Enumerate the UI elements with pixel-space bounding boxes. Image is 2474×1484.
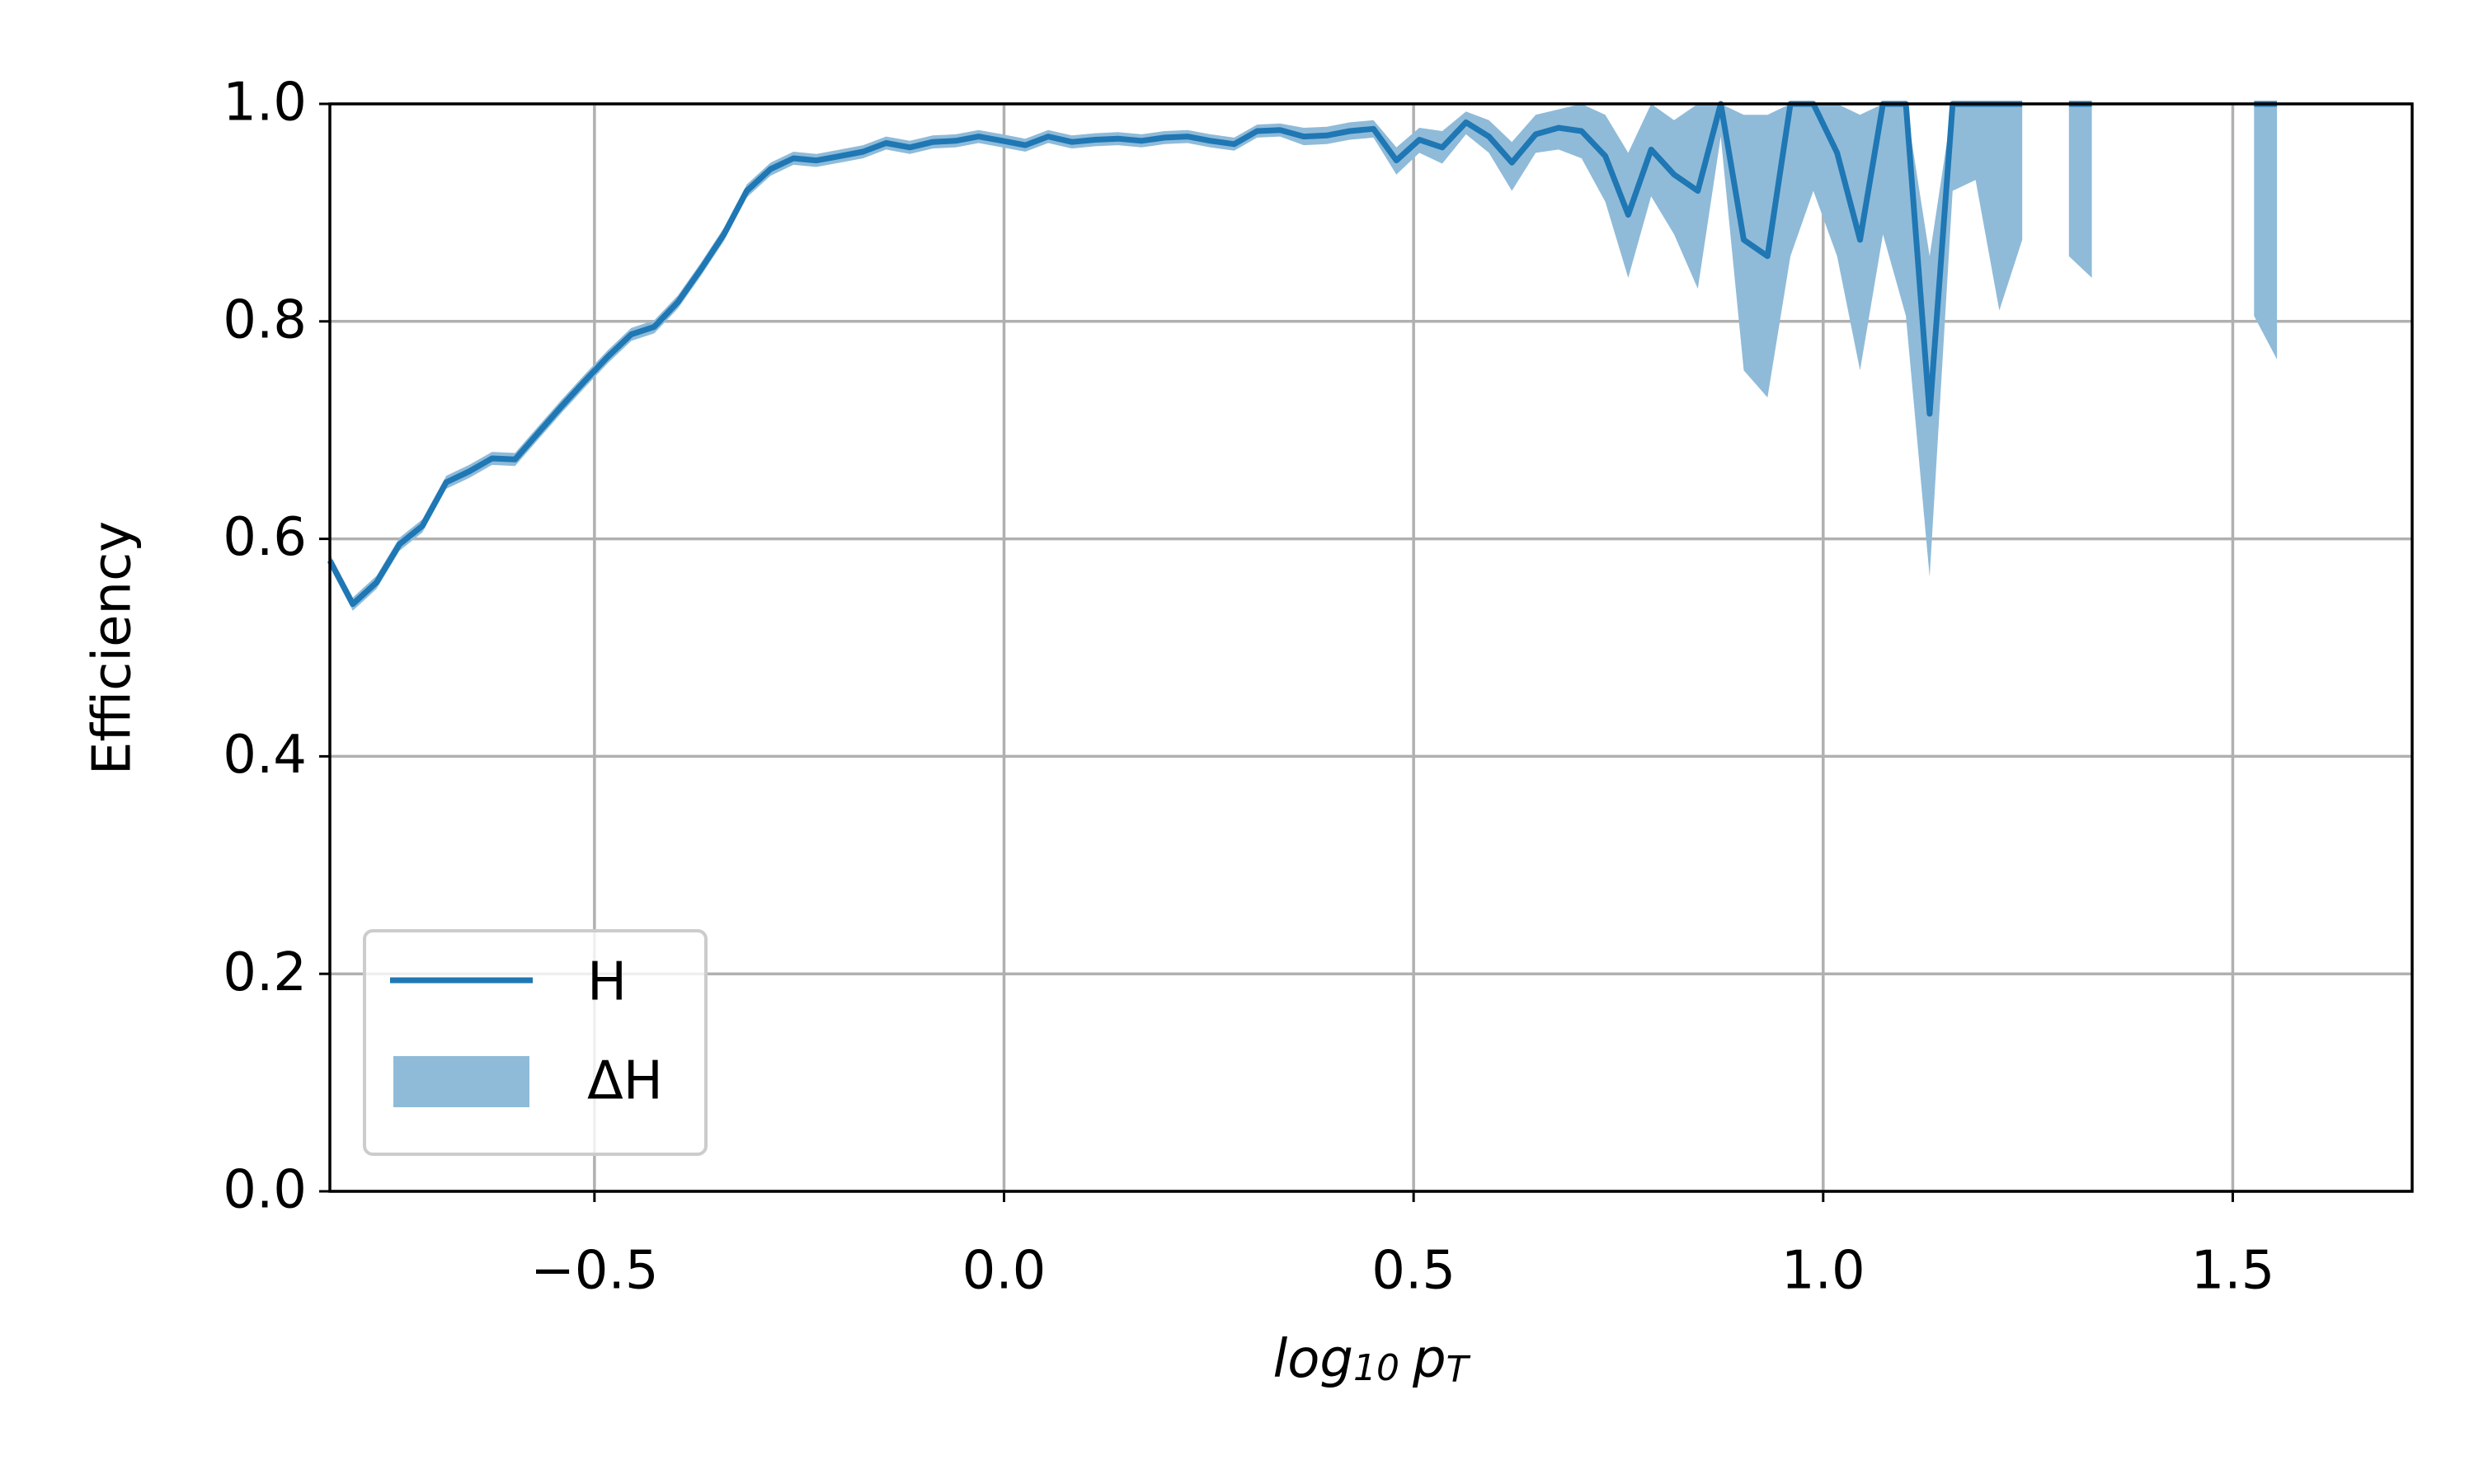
x-label-part: T [1446, 1349, 1471, 1391]
x-tick-label: 0.0 [962, 1241, 1047, 1302]
band [330, 104, 2023, 611]
x-label-part: log [1272, 1329, 1353, 1390]
x-label-part: p [1412, 1329, 1446, 1390]
y-axis-label: Efficiency [82, 521, 143, 775]
legend-patch [393, 1056, 529, 1107]
x-tick-label: −0.5 [530, 1241, 658, 1302]
x-tick-label: 1.5 [2191, 1241, 2275, 1302]
x-tick-label: 0.5 [1371, 1241, 1456, 1302]
y-tick-label: 1.0 [223, 73, 307, 134]
x-label-part: 10 [1353, 1347, 1399, 1389]
legend-label: H [587, 952, 627, 1013]
legend-label: ΔH [587, 1051, 663, 1112]
y-tick-label: 0.8 [223, 289, 307, 350]
band [2068, 104, 2092, 278]
y-tick-label: 0.0 [223, 1160, 307, 1221]
y-tick-label: 0.4 [223, 725, 307, 786]
y-tick-label: 0.2 [223, 942, 307, 1003]
x-tick-label: 1.0 [1781, 1241, 1865, 1302]
x-axis-label: log10 pT [1272, 1329, 1470, 1391]
plot-frame [328, 102, 2414, 1193]
y-tick-label: 0.6 [223, 507, 307, 568]
legend-box [363, 929, 708, 1156]
band [2254, 104, 2278, 359]
